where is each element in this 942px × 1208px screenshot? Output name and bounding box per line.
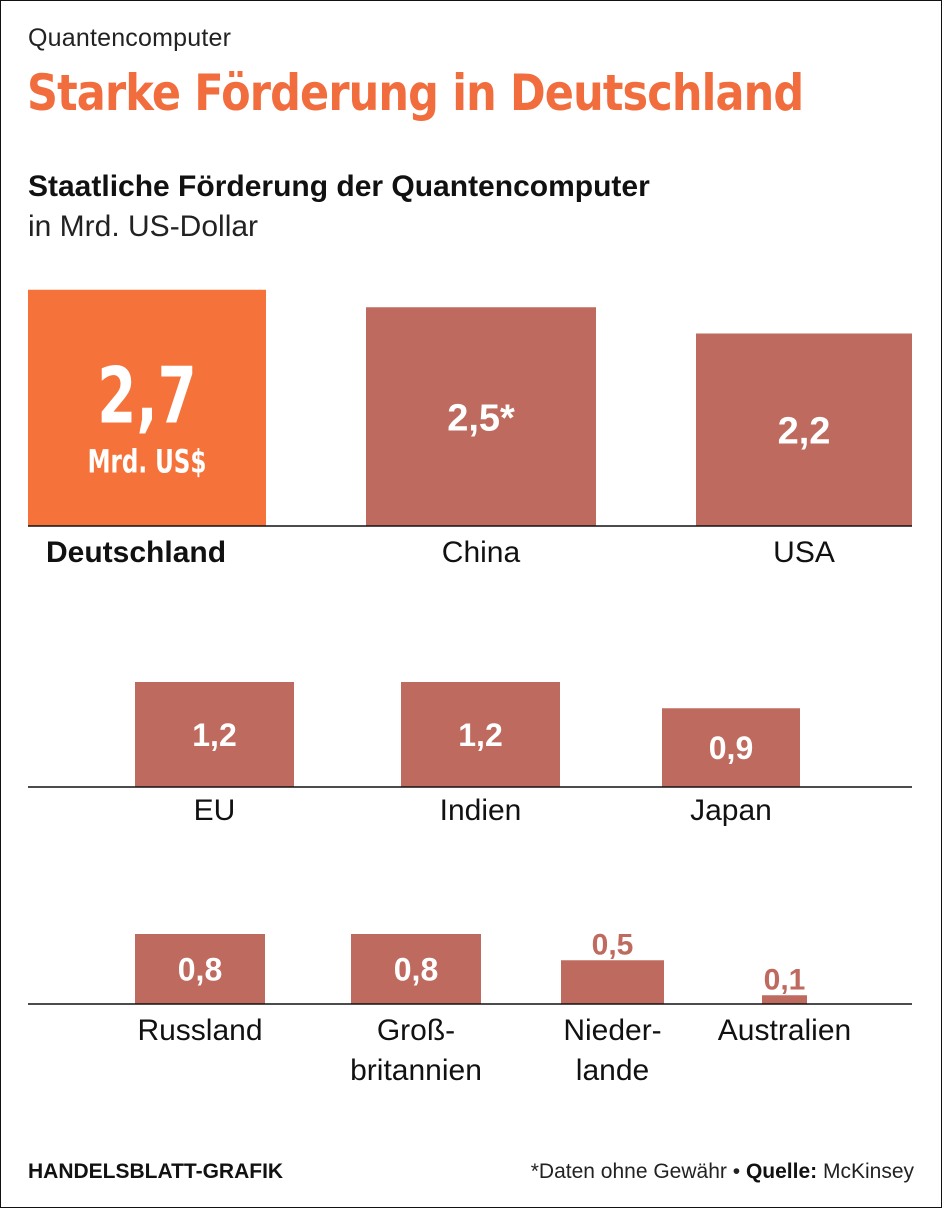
- category-label-china: China: [442, 536, 521, 569]
- value-label-china: 2,5*: [447, 397, 515, 439]
- category-label-gross-britannien-line1: Groß-: [377, 1014, 455, 1047]
- source-label: Quelle:: [745, 1160, 818, 1183]
- bar-russland: [135, 934, 265, 1004]
- value-label-nieder-lande: 0,5: [592, 928, 634, 961]
- value-label-indien: 1,2: [458, 717, 502, 753]
- category-label-eu: EU: [194, 794, 236, 827]
- bar-australien: [762, 995, 807, 1004]
- category-label-usa: USA: [773, 536, 835, 569]
- bar-japan: [662, 708, 800, 787]
- footer-credit: HANDELSBLATT-GRAFIK: [28, 1160, 284, 1183]
- bar-indien: [401, 682, 560, 787]
- category-label-japan: Japan: [690, 794, 772, 827]
- value-label-japan: 0,9: [709, 730, 753, 766]
- headline: Starke Förderung in Deutschland: [27, 64, 804, 122]
- value-label-australien: 0,1: [764, 963, 806, 996]
- chart-subtitle: Staatliche Förderung der Quantencomputer: [28, 170, 650, 203]
- category-label-russland: Russland: [137, 1014, 262, 1047]
- bar-eu: [135, 682, 294, 787]
- unit-label-deutschland: Mrd. US$: [88, 443, 207, 481]
- footer-source: *Daten ohne Gewähr • Quelle: McKinsey: [531, 1160, 914, 1184]
- value-label-deutschland: 2,7: [97, 352, 196, 443]
- bar-nieder-lande: [561, 960, 664, 1004]
- bar-deutschland: [28, 289, 266, 526]
- kicker: Quantencomputer: [28, 24, 232, 52]
- bar-usa: [696, 333, 912, 526]
- category-label-nieder-lande-line2: lande: [576, 1054, 649, 1087]
- category-label-indien: Indien: [440, 794, 522, 827]
- category-label-australien: Australien: [718, 1014, 851, 1047]
- category-label-deutschland: Deutschland: [46, 536, 226, 569]
- bar-china: [366, 307, 596, 526]
- value-label-eu: 1,2: [192, 717, 236, 753]
- footer-bullet: •: [732, 1160, 741, 1183]
- source-name: McKinsey: [822, 1160, 914, 1183]
- category-label-nieder-lande-line1: Nieder-: [563, 1014, 661, 1047]
- value-label-usa: 2,2: [778, 410, 831, 452]
- chart-unit: in Mrd. US-Dollar: [28, 210, 259, 243]
- category-label-gross-britannien-line2: britannien: [350, 1054, 482, 1087]
- value-label-russland: 0,8: [178, 952, 222, 988]
- footer-note: *Daten ohne Gewähr: [530, 1160, 727, 1183]
- value-label-gross-britannien: 0,8: [394, 952, 438, 988]
- bar-gross-britannien: [351, 934, 481, 1004]
